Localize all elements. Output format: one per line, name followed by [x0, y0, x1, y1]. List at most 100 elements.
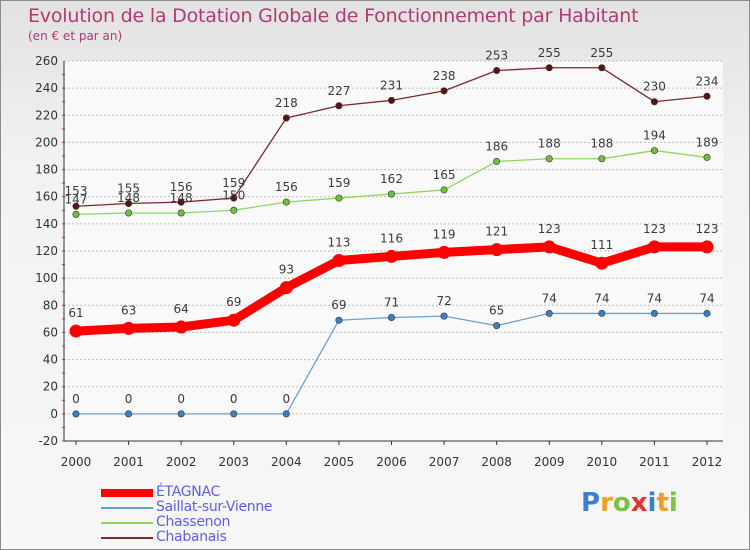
data-label-chassenon: 189	[696, 135, 719, 149]
data-label-saillat-sur-vienne: 72	[436, 294, 451, 308]
data-point-saillat-sur-vienne	[440, 312, 448, 320]
y-tick-label: 20	[43, 380, 58, 394]
data-point-chassenon	[703, 153, 711, 161]
y-tick-label: -20	[38, 434, 58, 448]
data-label-saillat-sur-vienne: 74	[542, 291, 557, 305]
y-tick-label: 60	[43, 325, 58, 339]
y-tick-label: 100	[35, 271, 58, 285]
data-point-chabanais	[72, 202, 80, 210]
data-label-tagnac: 113	[327, 236, 350, 250]
chart-subtitle: (en € et par an)	[28, 29, 123, 43]
data-label-tagnac: 61	[68, 306, 83, 320]
data-label-chabanais: 156	[170, 180, 193, 194]
data-point-chabanais	[387, 96, 395, 104]
y-tick-label: 80	[43, 298, 58, 312]
data-point-chassenon	[493, 157, 501, 165]
legend-item-saillat-sur-vienne[interactable]: Saillat-sur-Vienne	[101, 499, 361, 515]
data-point-chassenon	[177, 209, 185, 217]
data-label-saillat-sur-vienne: 74	[594, 291, 609, 305]
legend-item-chabanais[interactable]: Chabanais	[101, 529, 361, 545]
data-label-saillat-sur-vienne: 0	[72, 392, 80, 406]
data-point-saillat-sur-vienne	[230, 410, 238, 418]
data-label-tagnac: 123	[643, 222, 666, 236]
data-point-tagnac	[542, 240, 556, 254]
y-tick-label: 260	[35, 54, 58, 68]
chart-legend: ÉTAGNAC Saillat-sur-Vienne Chassenon Cha…	[101, 484, 361, 545]
data-point-chassenon	[282, 198, 290, 206]
legend-label-etagnac: ÉTAGNAC	[156, 484, 220, 500]
y-tick-label: 140	[35, 217, 58, 231]
data-label-chassenon: 148	[117, 191, 140, 205]
data-label-saillat-sur-vienne: 69	[331, 298, 346, 312]
data-point-chassenon	[230, 206, 238, 214]
chart-title: Evolution de la Dotation Globale de Fonc…	[28, 5, 639, 27]
data-point-chabanais	[703, 92, 711, 100]
data-point-chassenon	[335, 194, 343, 202]
data-label-tagnac: 123	[696, 222, 719, 236]
data-label-tagnac: 64	[174, 302, 189, 316]
data-label-chabanais: 255	[590, 46, 613, 60]
data-label-chabanais: 159	[222, 176, 245, 190]
data-label-tagnac: 121	[485, 225, 508, 239]
data-label-saillat-sur-vienne: 0	[283, 392, 291, 406]
data-point-saillat-sur-vienne	[282, 410, 290, 418]
y-tick-label: 160	[35, 190, 58, 204]
data-label-saillat-sur-vienne: 74	[647, 291, 662, 305]
data-label-saillat-sur-vienne: 74	[699, 291, 714, 305]
data-point-chabanais	[598, 64, 606, 72]
data-label-saillat-sur-vienne: 71	[384, 296, 399, 310]
x-tick-label: 2011	[639, 455, 670, 469]
data-point-saillat-sur-vienne	[650, 309, 658, 317]
x-tick-label: 2010	[587, 455, 618, 469]
legend-swatch-chabanais	[101, 537, 153, 539]
data-point-chabanais	[230, 194, 238, 202]
data-label-saillat-sur-vienne: 65	[489, 304, 504, 318]
data-point-chabanais	[440, 87, 448, 95]
data-point-tagnac	[69, 324, 83, 338]
data-point-chabanais	[177, 198, 185, 206]
data-label-chabanais: 238	[433, 69, 456, 83]
legend-item-chassenon[interactable]: Chassenon	[101, 514, 361, 530]
data-point-tagnac	[122, 321, 136, 335]
x-tick-label: 2004	[271, 455, 302, 469]
data-point-chassenon	[440, 186, 448, 194]
data-label-chabanais: 230	[643, 80, 666, 94]
logo-letter: o	[612, 488, 631, 518]
data-point-chabanais	[282, 114, 290, 122]
logo-letter: x	[630, 488, 648, 518]
data-point-chassenon	[72, 210, 80, 218]
data-point-saillat-sur-vienne	[72, 410, 80, 418]
data-label-tagnac: 69	[226, 295, 241, 309]
logo-letter: r	[600, 488, 613, 518]
data-point-saillat-sur-vienne	[545, 309, 553, 317]
data-label-chabanais: 255	[538, 46, 561, 60]
x-tick-label: 2012	[692, 455, 723, 469]
data-point-tagnac	[437, 245, 451, 259]
data-point-tagnac	[227, 313, 241, 327]
legend-item-etagnac[interactable]: ÉTAGNAC	[101, 484, 361, 500]
data-label-chabanais: 153	[65, 184, 88, 198]
data-label-chassenon: 165	[433, 168, 456, 182]
legend-label-chassenon: Chassenon	[156, 514, 231, 530]
data-label-saillat-sur-vienne: 0	[125, 392, 133, 406]
data-label-tagnac: 116	[380, 231, 403, 245]
y-tick-label: 0	[50, 407, 58, 421]
data-label-chabanais: 227	[327, 84, 350, 98]
data-label-chassenon: 150	[222, 188, 245, 202]
x-tick-label: 2009	[534, 455, 565, 469]
data-label-chassenon: 186	[485, 139, 508, 153]
data-label-saillat-sur-vienne: 0	[177, 392, 185, 406]
data-point-tagnac	[647, 240, 661, 254]
data-label-tagnac: 119	[433, 227, 456, 241]
x-tick-label: 2006	[376, 455, 407, 469]
logo-letter: P	[581, 488, 601, 518]
data-point-chabanais	[335, 102, 343, 110]
y-tick-label: 40	[43, 353, 58, 367]
data-point-chassenon	[125, 209, 133, 217]
data-point-saillat-sur-vienne	[493, 322, 501, 330]
legend-label-chabanais: Chabanais	[156, 529, 227, 545]
data-point-tagnac	[279, 281, 293, 295]
legend-label-saillat-sur-vienne: Saillat-sur-Vienne	[156, 499, 273, 515]
